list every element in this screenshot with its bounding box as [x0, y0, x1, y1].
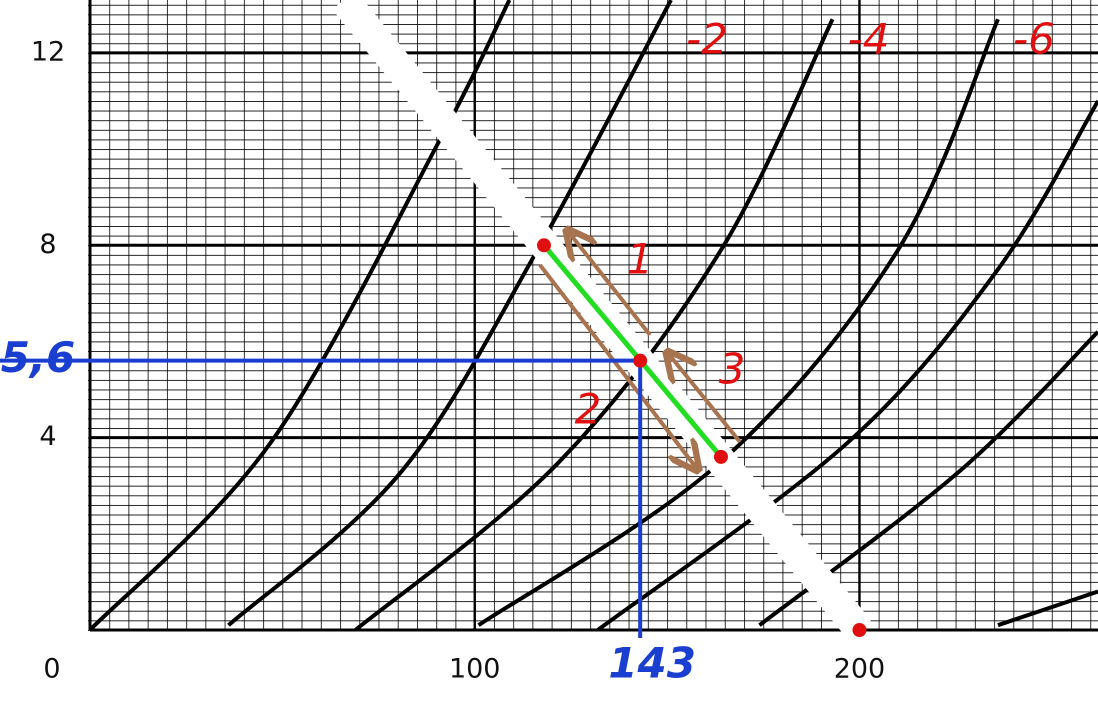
operating-x-label: 143 — [608, 639, 696, 688]
curve — [997, 589, 1098, 628]
arrow — [538, 263, 698, 470]
curve-label: -6 — [1013, 15, 1055, 64]
point — [713, 449, 728, 464]
operating-point — [633, 353, 648, 368]
x-tick-label: 0 — [43, 654, 60, 685]
x-tick-label: 100 — [449, 654, 501, 685]
arrow-label: 2 — [575, 385, 602, 434]
arrow — [667, 352, 742, 444]
curve — [88, 0, 512, 632]
point — [852, 623, 867, 637]
curve-label: -4 — [848, 15, 890, 64]
curve — [596, 99, 1098, 632]
point — [536, 238, 551, 253]
segment — [542, 243, 723, 459]
operating-y-label: 5,6 — [1, 333, 75, 382]
x-tick-label: 200 — [834, 654, 886, 685]
y-tick-label: 12 — [31, 36, 65, 67]
y-tick-label: 4 — [39, 421, 56, 452]
curve — [477, 18, 1000, 627]
arrow-label: 1 — [627, 235, 654, 284]
curve-label: -2 — [686, 15, 728, 64]
curve — [227, 0, 673, 627]
arrow-label: 3 — [719, 345, 746, 394]
y-tick-label: 8 — [39, 229, 56, 260]
arrow — [567, 230, 652, 337]
